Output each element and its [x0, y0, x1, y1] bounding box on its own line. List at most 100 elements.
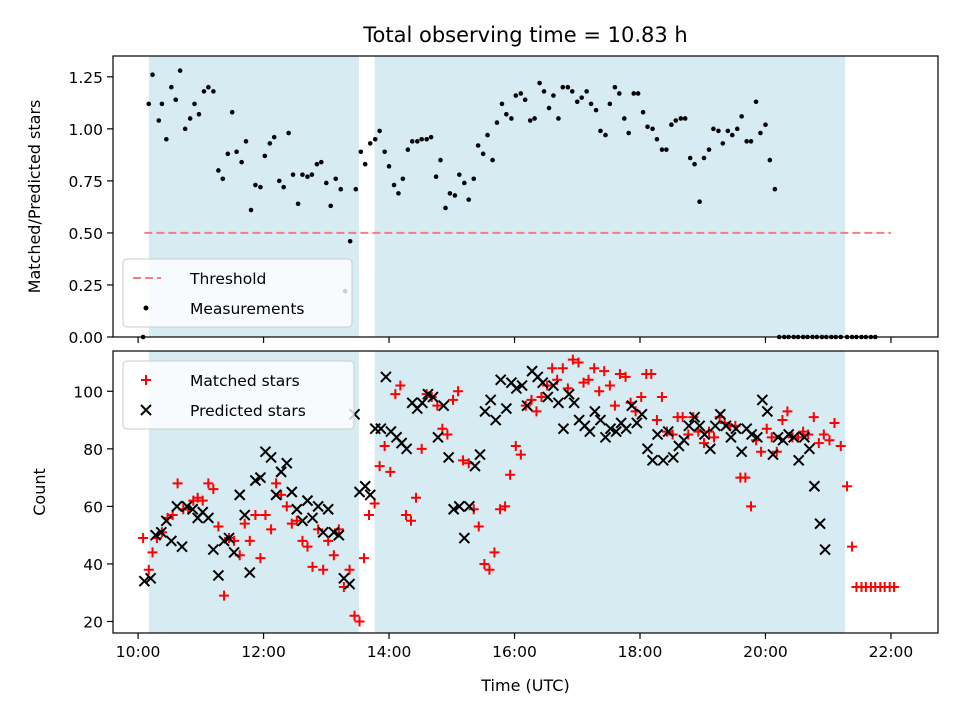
legend-label: Threshold	[189, 270, 266, 288]
matched-stars-point	[479, 558, 490, 569]
matched-stars-point	[143, 564, 154, 575]
x-tick-label: 20:00	[743, 643, 788, 661]
matched-stars-point	[358, 553, 369, 564]
matched-stars-point	[302, 541, 313, 552]
measurement-point	[333, 176, 339, 182]
measurement-point	[419, 136, 424, 142]
matched-stars-point	[291, 515, 302, 526]
measurement-point	[729, 132, 735, 138]
measurement-point	[471, 176, 477, 182]
measurement-point	[353, 186, 359, 192]
predicted-stars-point	[437, 399, 450, 412]
predicted-stars-point	[364, 489, 376, 501]
measurement-point	[328, 203, 333, 209]
measurement-point	[499, 101, 505, 107]
predicted-stars-point	[584, 425, 596, 438]
measurement-point	[216, 168, 221, 173]
matched-stars-point	[260, 510, 271, 521]
predicted-stars-point	[735, 446, 748, 458]
measurement-point	[271, 134, 277, 140]
predicted-stars-point	[589, 405, 601, 418]
matched-stars-point	[406, 515, 417, 526]
predicted-stars-point	[375, 422, 387, 435]
measurement-point	[640, 109, 646, 115]
predicted-stars-point	[495, 374, 507, 386]
matched-stars-point	[813, 438, 824, 449]
x-tick-label: 14:00	[367, 643, 412, 661]
matched-stars-point	[677, 412, 688, 423]
measurement-point	[574, 99, 580, 105]
predicted-stars-point	[552, 397, 565, 409]
bottom-legend-box	[122, 360, 355, 430]
measurement-point	[678, 116, 684, 121]
measurement-point	[414, 139, 420, 144]
x-axis-label: Time (UTC)	[480, 676, 569, 695]
predicted-stars-point	[317, 526, 329, 538]
matched-stars-point	[411, 492, 422, 503]
measurement-point	[276, 178, 282, 184]
matched-stars-point	[526, 394, 537, 405]
predicted-stars-point	[547, 379, 560, 392]
measurement-point	[725, 128, 731, 134]
matched-stars-point	[709, 432, 720, 443]
matched-stars-point	[599, 366, 610, 377]
predicted-stars-point	[149, 529, 162, 541]
measurement-point	[650, 126, 655, 132]
matched-stars-point	[323, 535, 334, 546]
predicted-stars-point	[604, 422, 617, 435]
predicted-stars-point	[223, 532, 235, 544]
matched-stars-point	[448, 394, 459, 405]
measurement-point	[612, 84, 618, 90]
measurement-point	[405, 147, 411, 152]
legend-label: Predicted stars	[190, 402, 306, 420]
measurement-point	[744, 139, 749, 144]
measurement-point	[588, 101, 594, 107]
predicted-stars-point	[244, 566, 256, 579]
measurement-point	[309, 172, 315, 177]
matched-stars-point	[594, 386, 605, 397]
measurement-point	[347, 238, 353, 244]
predicted-stars-point	[171, 500, 183, 513]
measurement-point	[513, 93, 519, 98]
predicted-stars-point	[803, 443, 816, 455]
predicted-stars-point	[599, 431, 612, 444]
matched-stars-point	[573, 357, 584, 368]
predicted-stars-point	[239, 509, 251, 521]
measurement-point	[697, 199, 702, 205]
matched-stars-point	[138, 533, 149, 544]
predicted-stars-point	[678, 434, 690, 446]
matched-stars-point	[208, 484, 219, 495]
matched-stars-point	[578, 377, 589, 388]
x-tick-label: 10:00	[116, 643, 161, 661]
measurement-point	[532, 116, 537, 121]
matched-stars-point	[777, 415, 788, 426]
matched-stars-point	[281, 501, 292, 512]
matched-stars-point	[557, 363, 568, 374]
legend-predicted-stars-swatch	[140, 404, 152, 416]
top-y-tick-label: 1.25	[68, 69, 103, 87]
predicted-stars-point	[761, 405, 774, 418]
predicted-stars-point	[181, 500, 193, 513]
predicted-stars-point	[610, 425, 622, 438]
measurement-point	[565, 84, 571, 90]
predicted-stars-point	[808, 480, 821, 492]
matched-stars-point	[276, 489, 287, 500]
measurement-point	[424, 136, 429, 142]
legend-measurements-swatch	[143, 305, 149, 311]
measurement-point	[466, 197, 472, 202]
matched-stars-point	[620, 371, 631, 382]
matched-stars-point	[442, 429, 453, 440]
measurement-point	[485, 132, 490, 138]
measurement-point	[253, 182, 258, 188]
measurement-point	[438, 157, 443, 163]
predicted-stars-point	[144, 572, 157, 585]
legend-matched-stars-swatch	[141, 375, 151, 385]
measurement-point	[159, 101, 165, 107]
predicted-stars-point	[620, 422, 632, 435]
matched-stars-point	[704, 426, 715, 437]
matched-stars-point	[307, 561, 318, 572]
measurement-point	[560, 84, 566, 90]
predicted-stars-point	[291, 503, 303, 515]
matched-stars-point	[385, 466, 396, 477]
predicted-stars-point	[557, 422, 570, 435]
